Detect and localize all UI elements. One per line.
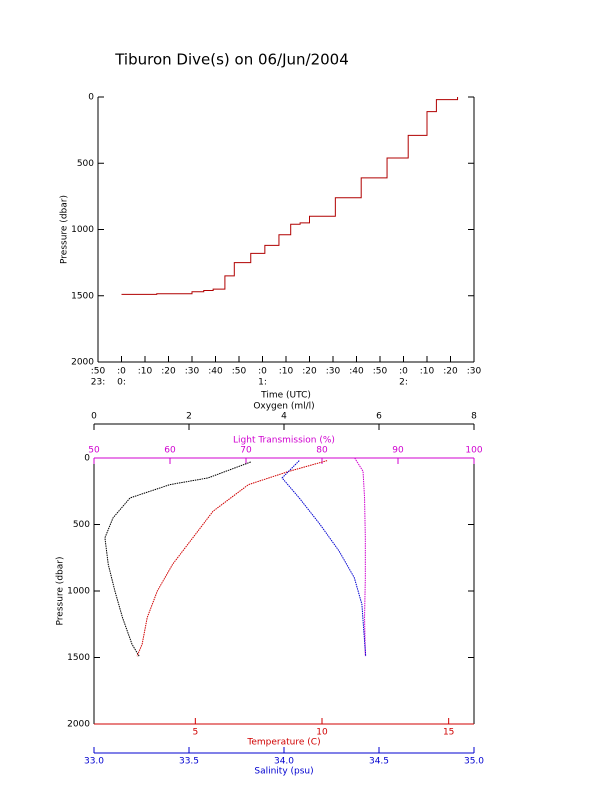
- x-tick-label: :50: [91, 367, 106, 377]
- x-tick-label: 0: [91, 412, 97, 422]
- x-tick-label: :40: [208, 367, 223, 377]
- x-tick-label: :20: [443, 367, 458, 377]
- x-tick-label: 90: [392, 446, 404, 456]
- profile-line: [104, 461, 251, 657]
- x-tick-label: 33.5: [179, 757, 199, 767]
- y-tick-label: 0: [84, 454, 90, 464]
- x-tick-label: :50: [373, 367, 388, 377]
- x-tick-label: :30: [185, 367, 200, 377]
- y-tick-label: 1000: [67, 587, 90, 597]
- x-tick-label: 4: [281, 412, 287, 422]
- x-axis-label: Oxygen (ml/l): [253, 402, 314, 412]
- y-tick-label: 1500: [67, 653, 90, 663]
- y-tick-label: 1000: [71, 225, 94, 235]
- y-tick-label: 500: [73, 520, 90, 530]
- x-tick-label: 100: [465, 446, 482, 456]
- x-tick-label: 35.0: [464, 757, 484, 767]
- x-tick-label: 50: [88, 446, 100, 456]
- x-tick-label: 60: [164, 446, 176, 456]
- x-tick-label: 34.0: [274, 757, 294, 767]
- y-tick-label: 500: [77, 159, 94, 169]
- x-tick-label: 5: [192, 728, 198, 738]
- x-tick-label: 34.5: [369, 757, 389, 767]
- x-tick-label: :10: [420, 367, 435, 377]
- x-hour-label: 23:: [91, 378, 105, 388]
- x-tick-label: 70: [240, 446, 252, 456]
- x-tick-label: :40: [349, 367, 364, 377]
- y-tick-label: 2000: [67, 720, 90, 730]
- x-tick-label: :30: [326, 367, 341, 377]
- x-axis-label: Light Transmission (%): [233, 436, 335, 446]
- x-tick-label: :10: [138, 367, 153, 377]
- chart-title: Tiburon Dive(s) on 06/Jun/2004: [114, 51, 349, 69]
- y-tick-label: 0: [88, 93, 94, 103]
- x-axis-label: Time (UTC): [260, 391, 311, 401]
- pressure-line: [121, 97, 459, 295]
- x-axis-label: Salinity (psu): [254, 767, 313, 777]
- profile-line: [136, 460, 328, 657]
- y-tick-label: 1500: [71, 291, 94, 301]
- x-tick-label: :0: [117, 367, 126, 377]
- x-tick-label: 2: [186, 412, 192, 422]
- x-tick-label: 15: [443, 728, 454, 738]
- x-axis-label: Temperature (C): [246, 738, 320, 748]
- x-tick-label: :20: [302, 367, 317, 377]
- x-hour-label: 1:: [258, 378, 267, 388]
- x-tick-label: 10: [316, 728, 328, 738]
- x-tick-label: :10: [279, 367, 294, 377]
- x-hour-label: 0:: [117, 378, 126, 388]
- y-tick-label: 2000: [71, 358, 94, 368]
- profile-line: [354, 457, 366, 657]
- x-tick-label: :30: [467, 367, 482, 377]
- x-tick-label: 33.0: [84, 757, 104, 767]
- x-tick-label: 6: [376, 412, 382, 422]
- y-axis-label: Pressure (dbar): [60, 195, 70, 264]
- x-tick-label: :20: [161, 367, 176, 377]
- profile-line: [281, 460, 367, 657]
- x-tick-label: :0: [399, 367, 408, 377]
- x-hour-label: 2:: [399, 378, 408, 388]
- x-tick-label: 8: [471, 412, 477, 422]
- x-tick-label: :0: [258, 367, 267, 377]
- x-tick-label: :50: [232, 367, 247, 377]
- y-axis-label: Pressure (dbar): [56, 557, 66, 626]
- x-tick-label: 80: [316, 446, 328, 456]
